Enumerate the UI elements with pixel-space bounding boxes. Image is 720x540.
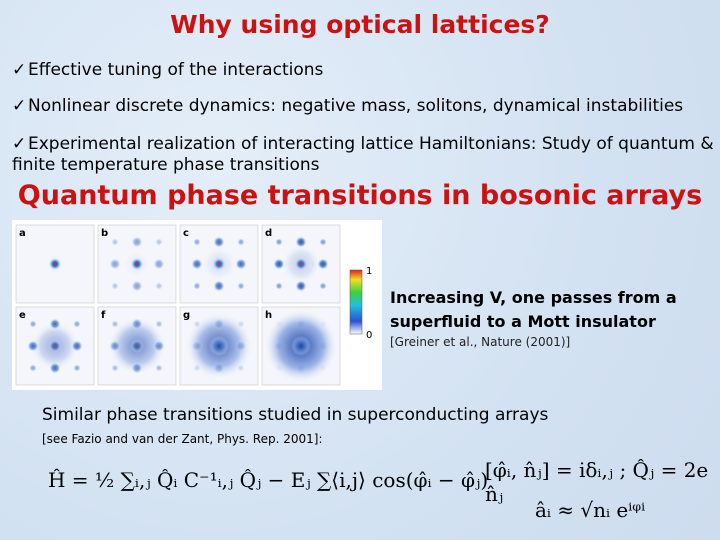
- peak: [193, 282, 201, 290]
- peak: [212, 257, 226, 271]
- bullet: ✓ Experimental realization of interacting…: [12, 134, 716, 176]
- note: Similar phase transitions studied in sup…: [42, 405, 549, 425]
- peak: [48, 339, 62, 353]
- peak: [319, 238, 327, 246]
- peak: [317, 340, 329, 352]
- bullet-text: Nonlinear discrete dynamics: negative ma…: [28, 96, 684, 116]
- peak: [48, 257, 62, 271]
- peak: [153, 340, 165, 352]
- peak: [191, 258, 203, 270]
- panel-label: e: [19, 310, 26, 321]
- peak: [153, 258, 165, 270]
- peak: [193, 238, 201, 246]
- peak: [213, 280, 225, 292]
- bullet: ✓ Nonlinear discrete dynamics: negative m…: [12, 96, 716, 117]
- peak: [275, 364, 283, 372]
- peak: [291, 336, 311, 356]
- colorbar-min: 0: [366, 330, 372, 341]
- peak: [131, 280, 143, 292]
- peak: [111, 238, 119, 246]
- peak: [319, 364, 327, 372]
- bullet-text: Effective tuning of the interactions: [28, 60, 324, 80]
- peak: [295, 236, 307, 248]
- colorbar: [349, 269, 363, 335]
- peak: [213, 236, 225, 248]
- peak: [237, 320, 245, 328]
- peak: [237, 238, 245, 246]
- panel-label: f: [101, 310, 106, 321]
- bullet-marker: ✓: [12, 134, 27, 154]
- peak: [131, 362, 143, 374]
- peak: [73, 320, 81, 328]
- figure-caption: Increasing V, one passes from a superflu…: [390, 288, 677, 331]
- peak: [209, 336, 229, 356]
- title: Why using optical lattices?: [170, 10, 550, 39]
- peak: [155, 320, 163, 328]
- peak: [191, 340, 203, 352]
- equation: Ĥ = ½ ∑ᵢ,ⱼ Q̂ᵢ C⁻¹ᵢ,ⱼ Q̂ⱼ − Eⱼ ∑⟨i,j⟩ co…: [48, 468, 489, 492]
- panel-label: b: [101, 228, 108, 239]
- peak: [273, 258, 285, 270]
- peak: [71, 340, 83, 352]
- peak: [27, 340, 39, 352]
- peak: [109, 340, 121, 352]
- bullet-text: Experimental realization of interacting …: [12, 134, 714, 175]
- panel-label: d: [265, 228, 272, 239]
- section-heading: Quantum phase transitions in bosonic arr…: [17, 180, 703, 211]
- peak: [237, 364, 245, 372]
- panel-label: h: [265, 310, 272, 321]
- peak: [29, 364, 37, 372]
- peak: [275, 282, 283, 290]
- peak: [317, 258, 329, 270]
- peak: [319, 320, 327, 328]
- peak: [130, 339, 144, 353]
- peak: [319, 282, 327, 290]
- peak: [295, 362, 307, 374]
- bullet-marker: ✓: [12, 96, 27, 116]
- colorbar-max: 1: [366, 266, 372, 277]
- peak: [131, 318, 143, 330]
- note-reference: [see Fazio and van der Zant, Phys. Rep. …: [42, 432, 323, 446]
- peak: [155, 238, 163, 246]
- peak: [111, 320, 119, 328]
- figure-reference: [Greiner et al., Nature (2001)]: [390, 335, 571, 349]
- bullet: ✓ Effective tuning of the interactions: [12, 60, 716, 81]
- peak: [275, 238, 283, 246]
- panel-label: a: [19, 228, 26, 239]
- peak: [193, 320, 201, 328]
- peak: [131, 236, 143, 248]
- peak: [235, 258, 247, 270]
- peak: [294, 257, 308, 271]
- peak: [130, 257, 144, 271]
- peak: [273, 340, 285, 352]
- peak: [213, 362, 225, 374]
- peak: [155, 364, 163, 372]
- peak: [193, 364, 201, 372]
- peak: [49, 318, 61, 330]
- peak: [155, 282, 163, 290]
- bullet-marker: ✓: [12, 60, 27, 80]
- panel-label: g: [183, 310, 190, 321]
- peak: [73, 364, 81, 372]
- peak: [49, 362, 61, 374]
- panel-label: c: [183, 228, 189, 239]
- figure: a b c d e f g h 1 0: [12, 220, 382, 390]
- peak: [29, 320, 37, 328]
- peak: [237, 282, 245, 290]
- equation: [φ̂ᵢ, n̂ⱼ] = iδᵢ,ⱼ ; Q̂ⱼ = 2e n̂ⱼ: [485, 458, 709, 506]
- peak: [109, 258, 121, 270]
- peak: [275, 320, 283, 328]
- peak: [235, 340, 247, 352]
- peak: [213, 318, 225, 330]
- peak: [295, 318, 307, 330]
- peak: [295, 280, 307, 292]
- panels: a b c d e f g h: [15, 224, 341, 386]
- peak: [111, 282, 119, 290]
- peak: [111, 364, 119, 372]
- equation: âᵢ ≈ √nᵢ eⁱᵠⁱ: [535, 498, 646, 522]
